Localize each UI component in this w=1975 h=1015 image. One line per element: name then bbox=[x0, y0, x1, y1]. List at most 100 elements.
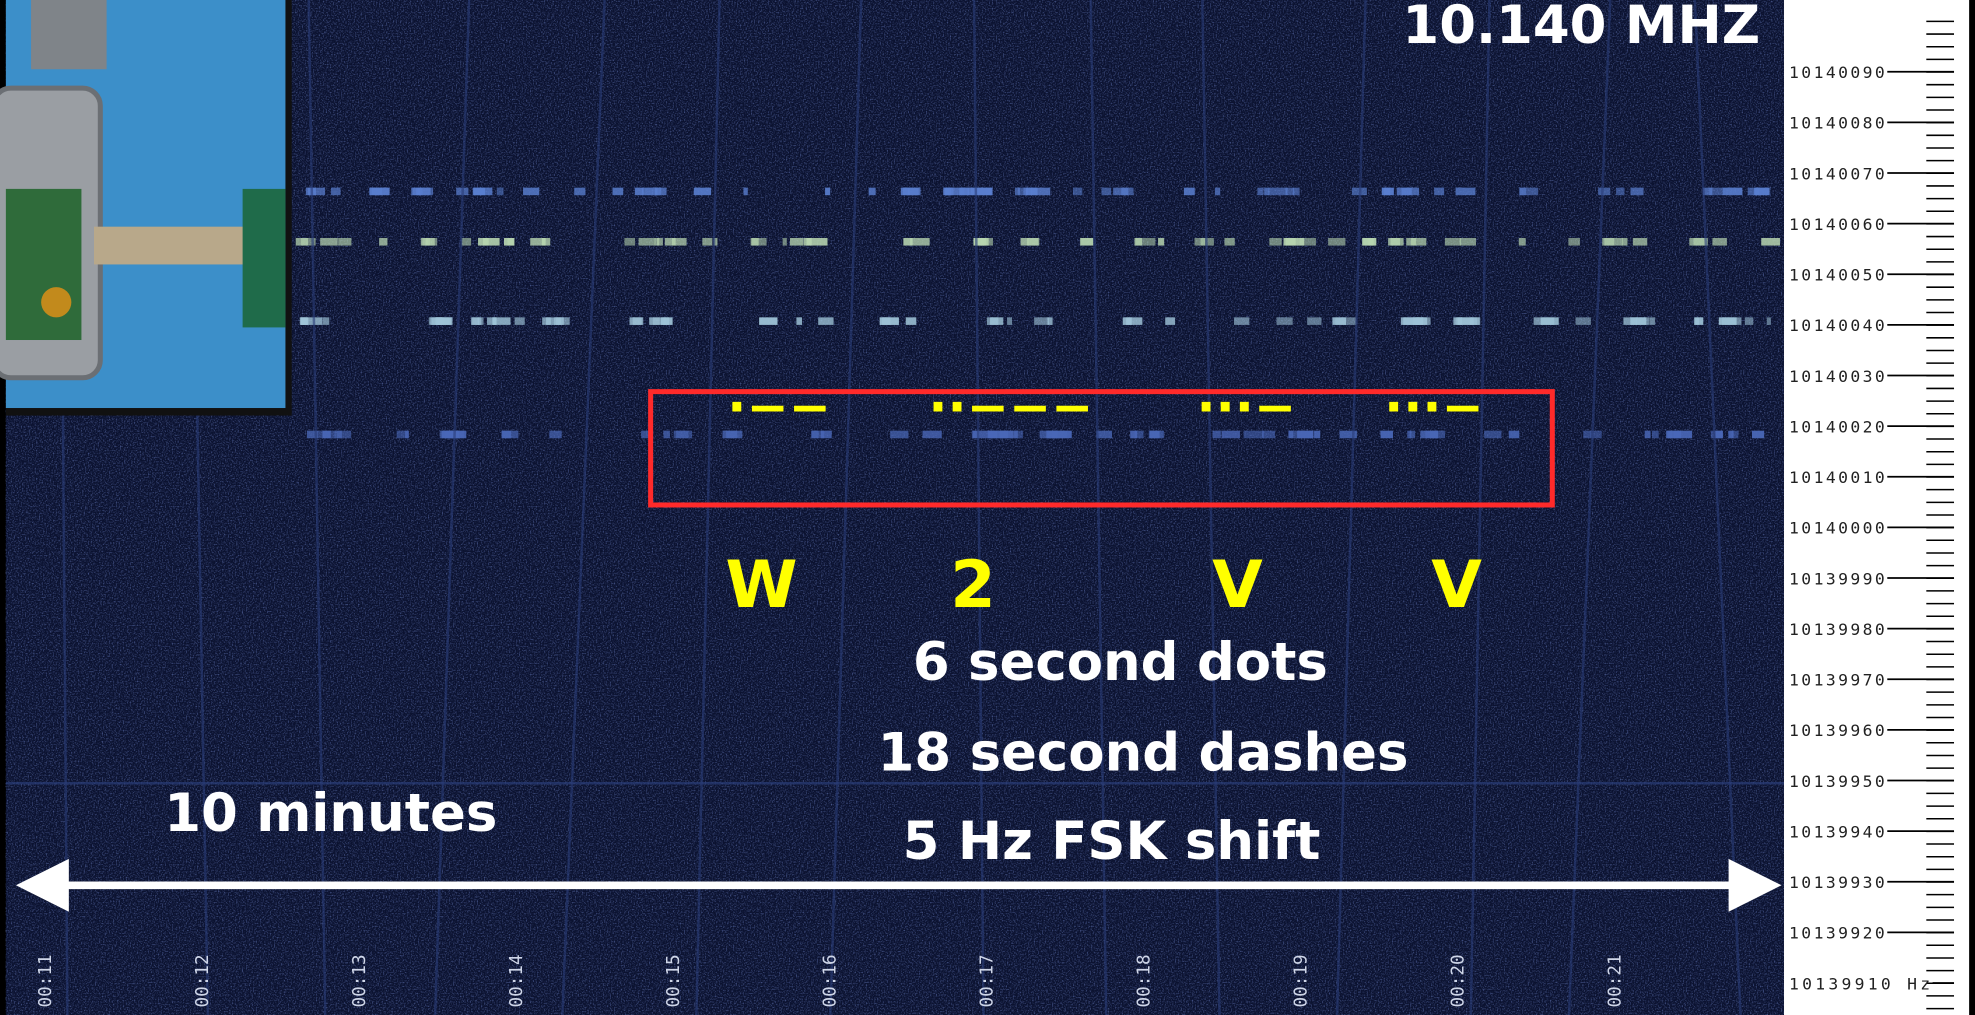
signal-dot bbox=[1453, 317, 1463, 325]
signal-dot bbox=[789, 238, 804, 246]
signal-dot bbox=[1149, 430, 1160, 439]
signal-dot bbox=[1158, 238, 1165, 246]
signal-dot bbox=[1285, 187, 1295, 196]
decoded-letter: V bbox=[1431, 547, 1482, 623]
vertical-streak bbox=[307, 0, 327, 1015]
time-label: 00:21 bbox=[1605, 954, 1625, 1007]
signal-dot bbox=[1623, 317, 1637, 325]
signal-dot bbox=[1020, 238, 1029, 246]
signal-dot bbox=[1632, 238, 1648, 246]
signal-dot bbox=[541, 238, 546, 246]
signal-dot bbox=[1113, 187, 1129, 196]
morse-code: ···− bbox=[1384, 377, 1484, 436]
signal-dot bbox=[1766, 317, 1771, 325]
signal-dot bbox=[1434, 187, 1445, 196]
toroid bbox=[41, 287, 72, 318]
signal-dot bbox=[907, 187, 921, 196]
signal-dot bbox=[1101, 187, 1112, 196]
signal-dot bbox=[903, 238, 913, 246]
signal-dot bbox=[1363, 238, 1373, 246]
signal-dot bbox=[514, 317, 525, 325]
signal-dot bbox=[1328, 238, 1346, 246]
signal-dot bbox=[1761, 238, 1780, 246]
signal-dot bbox=[825, 187, 831, 196]
signal-dot bbox=[1034, 317, 1050, 325]
signal-dot bbox=[1257, 187, 1264, 196]
signal-dot bbox=[412, 187, 433, 196]
signal-dot bbox=[1754, 187, 1771, 196]
signal-dot bbox=[1702, 187, 1713, 196]
signal-dot bbox=[1214, 187, 1221, 196]
signal-dot bbox=[1695, 317, 1700, 325]
signal-dot bbox=[507, 238, 514, 246]
signal-dot bbox=[972, 430, 993, 439]
signal-dot bbox=[820, 430, 832, 439]
signal-dot bbox=[1264, 187, 1270, 196]
signal-dot bbox=[487, 317, 497, 325]
signal-dot bbox=[624, 238, 636, 246]
signal-dot bbox=[478, 238, 489, 246]
signal-dot bbox=[1519, 187, 1539, 196]
time-label: 00:18 bbox=[1135, 954, 1155, 1007]
arrow-head-left bbox=[15, 858, 69, 912]
signal-dot bbox=[1403, 317, 1423, 325]
span-label: 10 minutes bbox=[164, 783, 497, 844]
signal-dot bbox=[1073, 187, 1083, 196]
signal-dot bbox=[1183, 187, 1195, 196]
signal-dot bbox=[301, 317, 323, 325]
signal-dot bbox=[722, 430, 738, 439]
signal-dot bbox=[1722, 187, 1743, 196]
signal-dot bbox=[629, 317, 644, 325]
time-label: 00:12 bbox=[193, 954, 213, 1007]
signal-dot bbox=[477, 317, 484, 325]
signal-dot bbox=[1288, 430, 1294, 439]
time-label: 00:16 bbox=[821, 954, 841, 1007]
signal-dot bbox=[574, 187, 586, 196]
signal-dot bbox=[1598, 187, 1611, 196]
signal-dot bbox=[1604, 238, 1615, 246]
signal-dot bbox=[1430, 430, 1446, 439]
circuit-board bbox=[5, 188, 82, 341]
signal-dot bbox=[417, 187, 423, 196]
signal-dot bbox=[1221, 430, 1240, 439]
signal-dot bbox=[1407, 430, 1412, 439]
signal-dot bbox=[322, 430, 331, 439]
span-arrow bbox=[15, 858, 1782, 912]
signal-dot bbox=[881, 317, 891, 325]
note: 18 second dashes bbox=[878, 723, 1409, 784]
signal-dot bbox=[910, 238, 930, 246]
signal-dot bbox=[1709, 187, 1723, 196]
signal-dot bbox=[307, 187, 326, 196]
signal-dot bbox=[1285, 238, 1296, 246]
signal-dot bbox=[1027, 238, 1040, 246]
signal-dot bbox=[492, 317, 511, 325]
time-label: 00:20 bbox=[1448, 954, 1468, 1007]
enclosure-lid bbox=[31, 0, 107, 70]
signal-dot bbox=[1384, 187, 1394, 196]
signal-traces bbox=[5, 0, 1785, 1015]
signal-dot bbox=[1212, 430, 1221, 439]
vertical-streak bbox=[433, 0, 471, 1015]
signal-dot bbox=[446, 430, 467, 439]
signal-dot bbox=[759, 317, 778, 325]
signal-dot bbox=[1568, 238, 1580, 246]
signal-dot bbox=[496, 187, 504, 196]
signal-dot bbox=[922, 430, 942, 439]
signal-dot bbox=[1751, 430, 1765, 439]
signal-dot bbox=[556, 317, 562, 325]
highlight-box bbox=[648, 389, 1555, 508]
signal-dot bbox=[553, 317, 570, 325]
signal-dot bbox=[663, 430, 670, 439]
signal-dot bbox=[702, 238, 713, 246]
signal-dot bbox=[1508, 430, 1520, 439]
signal-dot bbox=[638, 238, 656, 246]
signal-dot bbox=[1046, 430, 1068, 439]
signal-dot bbox=[1130, 430, 1138, 439]
signal-dot bbox=[656, 238, 663, 246]
time-label: 00:13 bbox=[350, 954, 370, 1007]
signal-dot bbox=[664, 238, 676, 246]
signal-dot bbox=[523, 187, 540, 196]
signal-dot bbox=[1339, 430, 1357, 439]
signal-dot bbox=[999, 430, 1018, 439]
signal-dot bbox=[973, 238, 993, 246]
